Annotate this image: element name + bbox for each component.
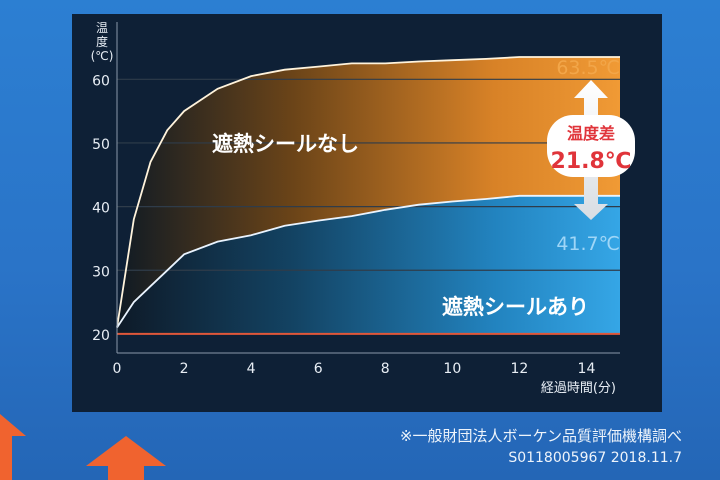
value-label-top: 63.5℃	[556, 57, 620, 79]
y-axis-label: 度	[96, 34, 108, 49]
series-line-without-sticker	[116, 56, 620, 328]
y-tick-label: 30	[92, 264, 110, 280]
value-label-bottom: 41.7℃	[556, 233, 620, 255]
decorative-arrow-icon	[86, 436, 166, 480]
area-with-sticker	[117, 195, 620, 334]
x-tick-label: 6	[314, 361, 323, 377]
y-axis-label: (℃)	[91, 49, 114, 63]
x-tick-label: 4	[247, 361, 256, 377]
temperature-chart: 20 30 40 50 60 0 2 4 6 8 10 12 14 温度(℃) 経過時間(分) 遮熱シールなし…	[91, 21, 635, 396]
decorative-arrow-icon	[0, 414, 26, 480]
y-axis-label: 温	[96, 21, 108, 35]
y-tick-label: 40	[92, 201, 110, 217]
document-code: S0118005967 2018.11.7	[508, 450, 682, 466]
chart-panel: 20 30 40 50 60 0 2 4 6 8 10 12 14 温度 (℃) 経過時間(分) 遮熱シールなし…	[72, 14, 662, 412]
series-label-with-sticker: 遮熱シールあり	[442, 295, 589, 319]
source-note: ※一般財団法人ボーケン品質評価機構調べ	[399, 427, 682, 445]
difference-value: 21.8℃	[551, 149, 632, 174]
x-tick-label: 0	[113, 361, 122, 377]
difference-title: 温度差	[566, 124, 615, 143]
x-tick-label: 10	[443, 361, 461, 377]
x-tick-label: 12	[510, 361, 528, 377]
y-tick-label: 50	[92, 137, 110, 153]
y-tick-label: 20	[92, 328, 110, 344]
x-tick-label: 8	[381, 361, 390, 377]
area-without-sticker	[117, 57, 620, 328]
x-axis-label: 経過時間(分)	[541, 381, 616, 396]
difference-bubble	[547, 115, 635, 177]
series-line-with-sticker	[116, 194, 620, 328]
series-label-without-sticker: 遮熱シールなし	[212, 132, 359, 156]
y-tick-label: 60	[92, 73, 110, 89]
x-tick-label: 14	[578, 361, 596, 377]
x-tick-label: 2	[180, 361, 189, 377]
